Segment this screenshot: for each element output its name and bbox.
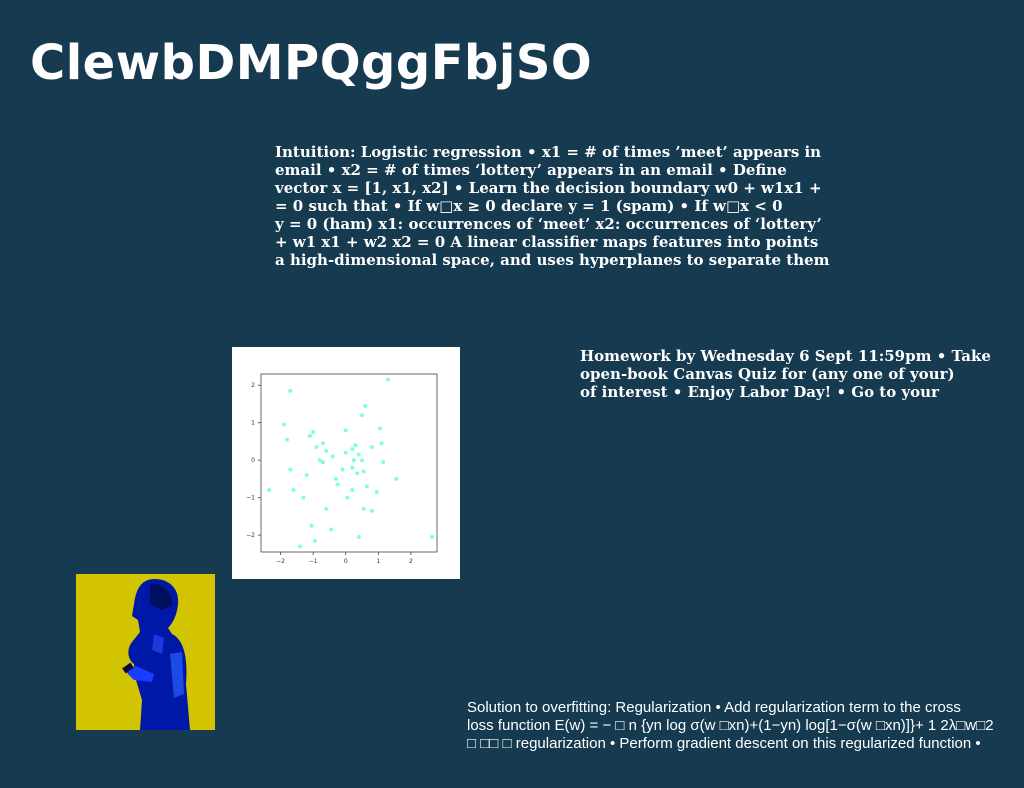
data-point [317,458,322,463]
plot-frame [260,373,438,553]
data-point [350,488,355,493]
data-point [345,495,350,500]
text-line: Homework by Wednesday 6 Sept 11:59pm • T… [580,347,991,365]
data-point [351,458,356,463]
text-line: = 0 such that • If w□x ≥ 0 declare y = 1… [275,197,783,215]
data-point [304,473,309,478]
data-point [330,454,335,459]
scatter-plot: −2 −1 0 1 2 2 1 0 −1 −2 [232,347,460,579]
data-point [356,535,361,540]
data-point [324,448,329,453]
data-point [285,437,290,442]
data-point [356,452,361,457]
text-line: of interest • Enjoy Labor Day! • Go to y… [580,383,939,401]
data-point [381,460,386,465]
person-photo [76,574,215,730]
regularization-text: Solution to overfitting: Regularization … [467,699,1024,753]
y-tick-label: 1 [251,420,255,427]
y-tick-label: −2 [246,532,255,539]
data-point [298,544,303,549]
y-tick-label: 0 [251,457,255,464]
data-point [374,490,379,495]
data-point [312,538,317,543]
data-point [320,441,325,446]
data-point [394,476,399,481]
data-point [301,495,306,500]
data-point [267,488,272,493]
person-silhouette-image [76,574,215,730]
data-point [360,413,365,418]
x-tick-label: −1 [309,558,318,565]
y-tick-label: 2 [251,382,255,389]
text-line: Intuition: Logistic regression • x1 = # … [275,143,822,161]
data-point [324,506,329,511]
text-line: a high-dimensional space, and uses hyper… [275,251,830,269]
x-tick-label: −2 [276,558,285,565]
text-line: loss function E(w) = − □ n {yn log σ(w □… [467,717,994,734]
data-point [311,430,316,435]
text-line: open-book Canvas Quiz for (any one of yo… [580,365,955,383]
x-tick-label: 0 [344,558,348,565]
data-point [320,460,325,465]
data-point [360,458,365,463]
x-tick-label: 1 [376,558,380,565]
data-point [281,422,286,427]
text-line: □ □□ □ regularization • Perform gradient… [467,735,981,752]
data-point [309,523,314,528]
data-point [343,450,348,455]
scatter-plot-svg: −2 −1 0 1 2 2 1 0 −1 −2 [246,373,438,565]
data-point [364,484,369,489]
data-point [343,428,348,433]
data-point [288,467,293,472]
data-point [333,476,338,481]
text-line: y = 0 (ham) x1: occurrences of ‘meet’ x2… [275,215,822,233]
data-point [379,441,384,446]
x-tick-label: 2 [409,558,413,565]
data-point [307,433,312,438]
data-point [361,506,366,511]
text-line: vector x = [1, x1, x2] • Learn the decis… [275,179,822,197]
data-point [350,446,355,451]
data-point [288,388,293,393]
slide-title: ClewbDMPQggFbjSO [30,35,593,91]
text-line: email • x2 = # of times ‘lottery’ appear… [275,161,787,179]
text-line: + w1 x1 + w2 x2 = 0 A linear classifier … [275,233,819,251]
data-point [291,488,296,493]
data-point [369,508,374,513]
data-point [386,377,391,382]
data-point [353,443,358,448]
data-point [361,469,366,474]
data-point [377,426,382,431]
data-point [355,471,360,476]
data-point [340,467,345,472]
data-point [430,535,435,540]
data-point [314,445,319,450]
data-point [363,403,368,408]
y-tick-label: −1 [246,495,255,502]
data-point [369,445,374,450]
data-point [350,465,355,470]
homework-text: Homework by Wednesday 6 Sept 11:59pm • T… [580,347,1024,401]
data-point [335,482,340,487]
logistic-regression-text: Intuition: Logistic regression • x1 = # … [275,143,875,269]
data-point [329,527,334,532]
text-line: Solution to overfitting: Regularization … [467,699,961,716]
